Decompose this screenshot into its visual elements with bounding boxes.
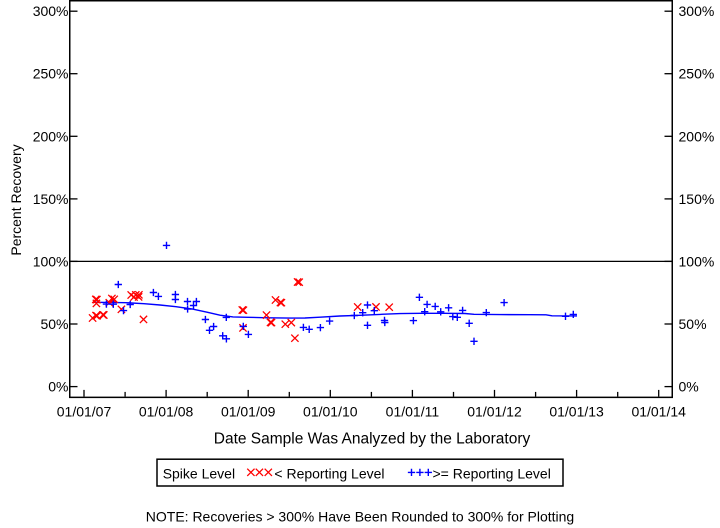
- svg-text:Percent Recovery: Percent Recovery: [8, 144, 24, 255]
- svg-text:0%: 0%: [48, 379, 68, 395]
- svg-text:01/01/11: 01/01/11: [386, 403, 440, 419]
- svg-text:50%: 50%: [40, 316, 68, 332]
- svg-text:NOTE: Recoveries > 300% Have B: NOTE: Recoveries > 300% Have Been Rounde…: [146, 509, 574, 525]
- svg-text:250%: 250%: [679, 66, 715, 82]
- svg-text:200%: 200%: [679, 128, 715, 144]
- svg-text:< Reporting Level: < Reporting Level: [274, 466, 384, 482]
- svg-text:Spike Level: Spike Level: [163, 466, 235, 482]
- svg-text:>= Reporting Level: >= Reporting Level: [433, 466, 551, 482]
- svg-text:Date Sample Was Analyzed by th: Date Sample Was Analyzed by the Laborato…: [214, 431, 531, 448]
- svg-text:300%: 300%: [33, 3, 69, 19]
- svg-text:01/01/07: 01/01/07: [57, 403, 112, 419]
- svg-text:01/01/08: 01/01/08: [139, 403, 194, 419]
- svg-text:0%: 0%: [679, 379, 699, 395]
- svg-text:01/01/14: 01/01/14: [631, 403, 686, 419]
- svg-text:01/01/09: 01/01/09: [221, 403, 276, 419]
- svg-text:01/01/13: 01/01/13: [549, 403, 604, 419]
- svg-text:150%: 150%: [679, 191, 715, 207]
- svg-text:100%: 100%: [33, 253, 69, 269]
- svg-text:150%: 150%: [33, 191, 69, 207]
- svg-text:250%: 250%: [33, 66, 69, 82]
- svg-text:01/01/12: 01/01/12: [467, 403, 522, 419]
- svg-text:100%: 100%: [679, 253, 715, 269]
- svg-text:01/01/10: 01/01/10: [303, 403, 358, 419]
- svg-text:200%: 200%: [33, 128, 69, 144]
- svg-text:50%: 50%: [679, 316, 707, 332]
- svg-text:300%: 300%: [679, 3, 715, 19]
